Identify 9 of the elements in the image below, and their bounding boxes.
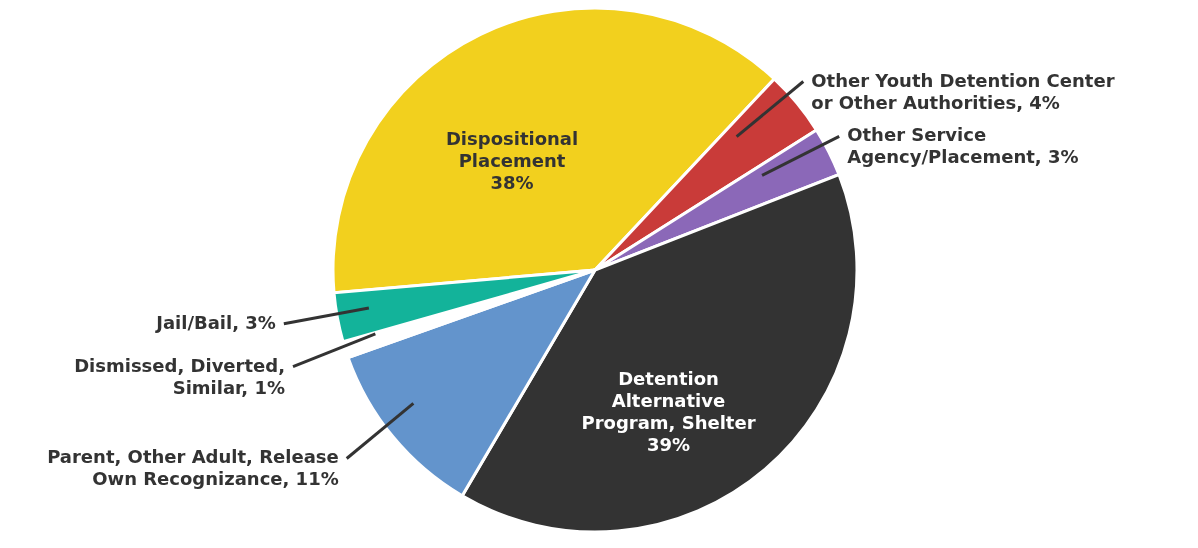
slice-label: Detention Alternative Program, Shelter [581,367,756,433]
slice-label: Jail/Bail, 3% [154,311,276,333]
data-label: 38% [490,172,534,194]
slice-label: Other Youth Detention Center or Other Authorities, 4% [811,69,1115,113]
data-label: 39% [646,433,691,455]
slice-label: Dismissed, Diverted, Similar, 1% [74,354,285,398]
slice-label: Dispositional Placement [445,128,579,172]
slice-label: Other Service Agency/Placement, 3% [847,124,1079,168]
slice-label: Parent, Other Adult, Release Own Recognizance, 11% [47,446,339,490]
